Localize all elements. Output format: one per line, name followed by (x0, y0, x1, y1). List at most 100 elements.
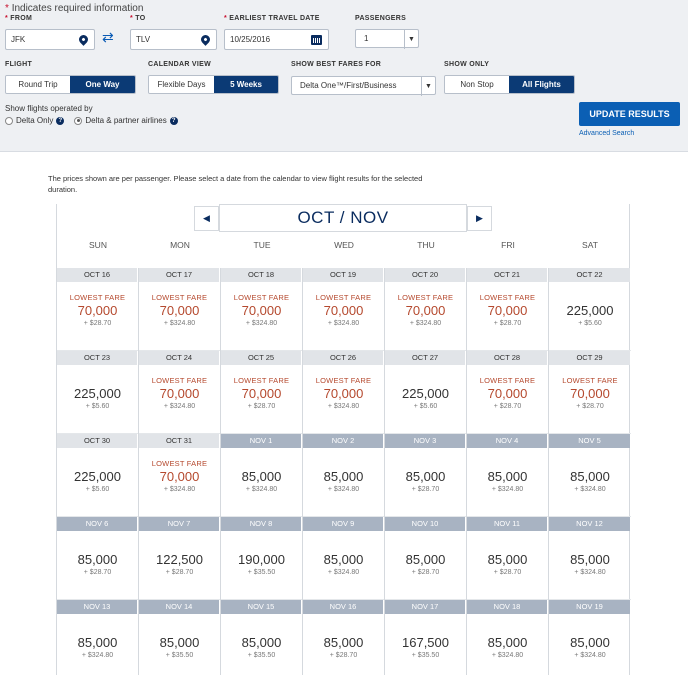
next-month-button[interactable]: ▶ (467, 206, 492, 231)
lowest-fare-badge: LOWEST FARE (151, 459, 208, 468)
calendar-day-cell[interactable]: NOV 14 85,000 + $35.50 (139, 600, 221, 675)
fare-tax: + $324.80 (163, 320, 196, 327)
operated-by-options: Delta Only ? Delta & partner airlines ? (5, 116, 178, 125)
day-date-label: OCT 19 (303, 268, 384, 282)
calendar-day-cell[interactable]: NOV 10 85,000 + $28.70 (385, 517, 467, 600)
fare-tax: + $28.70 (493, 569, 522, 576)
fare-tax: + $324.80 (245, 320, 278, 327)
day-fare: LOWEST FARE 70,000 + $324.80 (139, 365, 220, 434)
calendar-day-cell[interactable]: NOV 15 85,000 + $35.50 (221, 600, 303, 675)
calendar-day-cell[interactable]: NOV 19 85,000 + $324.80 (549, 600, 631, 675)
calendar-day-cell[interactable]: NOV 8 190,000 + $35.50 (221, 517, 303, 600)
calendar-day-cell[interactable]: OCT 28 LOWEST FARE 70,000 + $28.70 (467, 351, 549, 434)
calendar-day-cell[interactable]: OCT 31 LOWEST FARE 70,000 + $324.80 (139, 434, 221, 517)
swap-icon[interactable]: ⇄ (102, 29, 114, 45)
calendar-day-cell[interactable]: NOV 3 85,000 + $28.70 (385, 434, 467, 517)
day-date-label: OCT 31 (139, 434, 220, 448)
calendar-day-cell[interactable]: OCT 26 LOWEST FARE 70,000 + $324.80 (303, 351, 385, 434)
delta-partner-label: Delta & partner airlines (85, 116, 167, 125)
fare-miles: 70,000 (159, 386, 200, 401)
calendar-day-cell[interactable]: OCT 27 225,000 + $5.60 (385, 351, 467, 434)
calendar-day-cell[interactable]: OCT 29 LOWEST FARE 70,000 + $28.70 (549, 351, 631, 434)
calendar-day-cell[interactable]: NOV 4 85,000 + $324.80 (467, 434, 549, 517)
flexible-days-option[interactable]: Flexible Days (149, 76, 214, 93)
to-field[interactable]: TLV (130, 29, 217, 50)
one-way-option[interactable]: One Way (70, 76, 135, 93)
calendar-day-cell[interactable]: OCT 18 LOWEST FARE 70,000 + $324.80 (221, 268, 303, 351)
from-field[interactable]: JFK (5, 29, 95, 50)
lowest-fare-badge: LOWEST FARE (69, 293, 126, 302)
calendar-icon[interactable] (311, 35, 322, 45)
day-fare: 85,000 + $324.80 (467, 614, 548, 675)
all-flights-option[interactable]: All Flights (509, 76, 574, 93)
calendar-day-cell[interactable]: OCT 17 LOWEST FARE 70,000 + $324.80 (139, 268, 221, 351)
prev-month-button[interactable]: ◀ (194, 206, 219, 231)
best-fares-select[interactable]: Delta One™/First/Business ▼ (291, 76, 436, 96)
fare-miles: 70,000 (487, 303, 528, 318)
fare-tax: + $35.50 (247, 569, 276, 576)
day-fare: LOWEST FARE 70,000 + $324.80 (303, 282, 384, 351)
calendar-day-cell[interactable]: NOV 2 85,000 + $324.80 (303, 434, 385, 517)
calendar-day-cell[interactable]: OCT 21 LOWEST FARE 70,000 + $28.70 (467, 268, 549, 351)
day-date-label: NOV 8 (221, 517, 302, 531)
lowest-fare-badge: LOWEST FARE (233, 293, 290, 302)
calendar-week-row: NOV 13 85,000 + $324.80 NOV 14 85,000 + $35.5… (57, 600, 631, 675)
dow-mon: MON (170, 240, 190, 250)
date-field[interactable]: 10/25/2016 (224, 29, 329, 50)
advanced-search-link[interactable]: Advanced Search (579, 130, 635, 137)
calendar-day-cell[interactable]: NOV 9 85,000 + $324.80 (303, 517, 385, 600)
calendar-day-cell[interactable]: OCT 24 LOWEST FARE 70,000 + $324.80 (139, 351, 221, 434)
passengers-select[interactable]: 1 ▼ (355, 29, 419, 49)
non-stop-option[interactable]: Non Stop (445, 76, 509, 93)
day-fare: 85,000 + $324.80 (303, 531, 384, 600)
calendar-day-cell[interactable]: NOV 1 85,000 + $324.80 (221, 434, 303, 517)
day-date-label: OCT 22 (549, 268, 631, 282)
calendar-day-cell[interactable]: OCT 30 225,000 + $5.60 (57, 434, 139, 517)
calendar-day-cell[interactable]: NOV 13 85,000 + $324.80 (57, 600, 139, 675)
calendar-day-cell[interactable]: OCT 16 LOWEST FARE 70,000 + $28.70 (57, 268, 139, 351)
fare-tax: + $324.80 (327, 569, 360, 576)
fare-tax: + $28.70 (329, 652, 358, 659)
delta-partner-radio[interactable] (74, 116, 83, 125)
fare-miles: 85,000 (487, 635, 528, 650)
calendar-day-cell[interactable]: NOV 7 122,500 + $28.70 (139, 517, 221, 600)
calendar-day-cell[interactable]: NOV 18 85,000 + $324.80 (467, 600, 549, 675)
fare-miles: 85,000 (323, 635, 364, 650)
calendar-day-cell[interactable]: OCT 20 LOWEST FARE 70,000 + $324.80 (385, 268, 467, 351)
show-only-label: SHOW ONLY (444, 61, 490, 68)
day-fare: 190,000 + $35.50 (221, 531, 302, 600)
day-date-label: NOV 16 (303, 600, 384, 614)
lowest-fare-badge: LOWEST FARE (479, 293, 536, 302)
calendar-day-cell[interactable]: OCT 25 LOWEST FARE 70,000 + $28.70 (221, 351, 303, 434)
calendar-day-cell[interactable]: OCT 23 225,000 + $5.60 (57, 351, 139, 434)
help-icon[interactable]: ? (56, 116, 65, 125)
calendar-day-cell[interactable]: NOV 11 85,000 + $28.70 (467, 517, 549, 600)
day-date-label: OCT 20 (385, 268, 466, 282)
fare-tax: + $324.80 (574, 569, 606, 576)
day-date-label: OCT 16 (57, 268, 138, 282)
fare-tax: + $35.50 (165, 652, 194, 659)
fare-tax: + $324.80 (245, 486, 278, 493)
calendar-day-cell[interactable]: NOV 5 85,000 + $324.80 (549, 434, 631, 517)
delta-only-radio[interactable] (5, 116, 13, 125)
from-label: * FROM (5, 15, 33, 22)
fare-tax: + $324.80 (163, 403, 196, 410)
calendar-day-cell[interactable]: NOV 17 167,500 + $35.50 (385, 600, 467, 675)
fare-tax: + $28.70 (247, 403, 276, 410)
lowest-fare-badge: LOWEST FARE (315, 376, 372, 385)
help-icon[interactable]: ? (169, 116, 178, 125)
calendar-day-cell[interactable]: NOV 16 85,000 + $28.70 (303, 600, 385, 675)
calendar-day-cell[interactable]: OCT 22 225,000 + $5.60 (549, 268, 631, 351)
calendar-week-row: OCT 30 225,000 + $5.60 OCT 31 LOWEST FARE 70,… (57, 434, 631, 517)
calendar-day-cell[interactable]: NOV 6 85,000 + $28.70 (57, 517, 139, 600)
calendar-day-cell[interactable]: OCT 19 LOWEST FARE 70,000 + $324.80 (303, 268, 385, 351)
passengers-label: PASSENGERS (355, 15, 407, 22)
day-fare: 85,000 + $324.80 (303, 448, 384, 517)
day-date-label: NOV 17 (385, 600, 466, 614)
update-results-button[interactable]: UPDATE RESULTS (579, 102, 680, 126)
calendar-day-cell[interactable]: NOV 12 85,000 + $324.80 (549, 517, 631, 600)
five-weeks-option[interactable]: 5 Weeks (214, 76, 278, 93)
fare-tax: + $324.80 (327, 320, 360, 327)
round-trip-option[interactable]: Round Trip (6, 76, 70, 93)
day-fare: LOWEST FARE 70,000 + $324.80 (139, 282, 220, 351)
